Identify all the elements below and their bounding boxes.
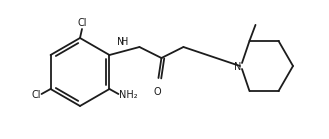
Text: N: N bbox=[117, 37, 124, 47]
Text: H: H bbox=[121, 37, 128, 47]
Text: NH₂: NH₂ bbox=[119, 90, 138, 100]
Text: Cl: Cl bbox=[31, 90, 40, 100]
Text: Cl: Cl bbox=[77, 18, 87, 28]
Text: N: N bbox=[234, 62, 242, 72]
Text: O: O bbox=[154, 87, 161, 97]
